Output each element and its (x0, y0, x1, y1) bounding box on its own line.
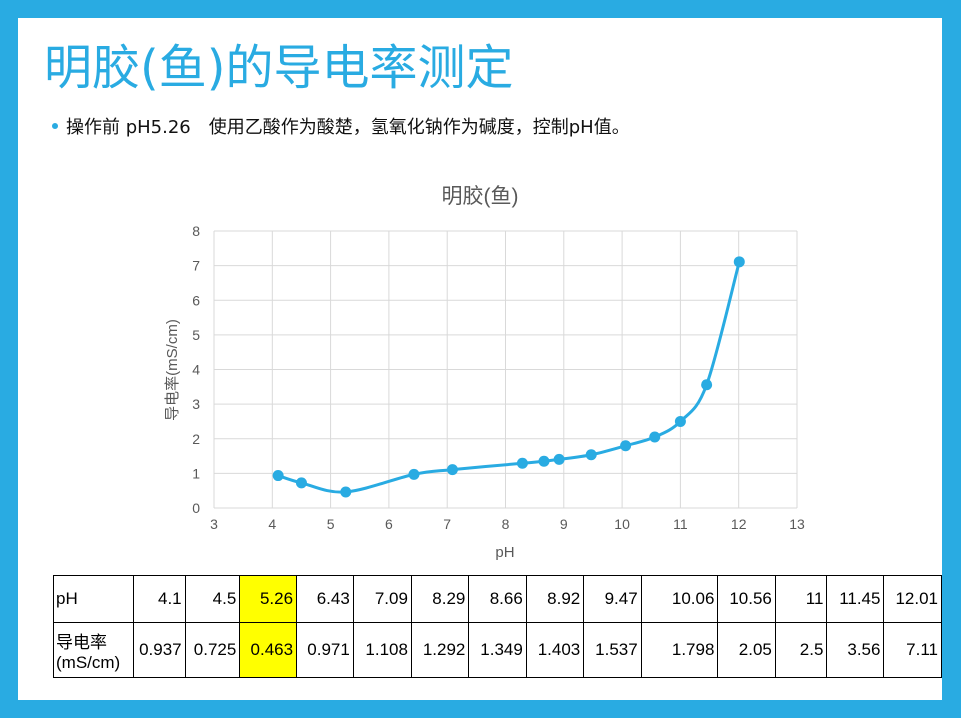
table-cell-conductivity: 1.292 (410, 622, 470, 678)
x-tick-label: 3 (210, 516, 218, 532)
table-cell-ph: 11.45 (826, 575, 885, 623)
data-point (446, 464, 458, 476)
x-axis-label: pH (495, 544, 514, 561)
table-cell-conductivity: 1.403 (525, 622, 585, 678)
table-cell-conductivity: 1.798 (640, 622, 719, 678)
data-point (553, 453, 565, 465)
table-cell-conductivity: 7.11 (883, 622, 942, 678)
data-table: pH 4.1 4.5 5.26 6.43 7.09 8.29 8.66 8.92 9.47 10.… (53, 575, 942, 678)
data-point (733, 256, 745, 268)
bullet-dot-icon (52, 123, 58, 129)
y-tick-label: 8 (192, 223, 200, 239)
x-tick-label: 9 (560, 516, 568, 532)
table-cell-ph: 5.26 (239, 575, 298, 623)
data-point (516, 457, 528, 469)
table-cell-ph: 9.47 (583, 575, 642, 623)
y-tick-label: 0 (192, 500, 200, 516)
x-tick-label: 8 (502, 516, 510, 532)
data-point (408, 468, 420, 480)
table-header-ph: pH (53, 575, 134, 623)
x-tick-label: 10 (614, 516, 630, 532)
x-tick-label: 12 (731, 516, 747, 532)
table-cell-ph: 4.1 (132, 575, 186, 623)
data-point (701, 379, 713, 391)
table-cell-conductivity: 1.537 (583, 622, 642, 678)
table-cell-ph: 8.92 (525, 575, 585, 623)
table-header-conductivity-line1: 导电率 (56, 632, 107, 652)
table-cell-conductivity: 2.05 (717, 622, 776, 678)
x-tick-label: 7 (443, 516, 451, 532)
table-cell-ph: 12.01 (883, 575, 942, 623)
bullet-text-line: 操作前 pH5.26 使用乙酸作为酸楚，氢氧化钠作为碱度，控制pH值。 (52, 116, 630, 140)
table-row-ph: pH 4.1 4.5 5.26 6.43 7.09 8.29 8.66 8.92 9.47 10.… (53, 575, 942, 623)
table-cell-conductivity: 0.971 (296, 622, 354, 678)
y-tick-label: 1 (192, 465, 200, 481)
data-point (649, 431, 661, 443)
table-cell-ph: 4.5 (184, 575, 241, 623)
data-point (585, 449, 597, 461)
table-cell-conductivity: 0.463 (239, 622, 298, 678)
table-cell-conductivity: 0.937 (132, 622, 186, 678)
y-axis-label: 导电率(mS/cm) (164, 319, 181, 421)
data-point (674, 415, 686, 427)
data-point (295, 477, 307, 489)
x-tick-label: 11 (673, 516, 688, 532)
x-tick-label: 13 (789, 516, 805, 532)
x-tick-label: 6 (385, 516, 393, 532)
table-cell-ph: 6.43 (296, 575, 354, 623)
table-header-conductivity-line2: (mS/cm) (56, 652, 121, 672)
table-cell-conductivity: 1.349 (468, 622, 527, 678)
y-tick-label: 2 (192, 431, 200, 447)
table-cell-ph: 7.09 (352, 575, 412, 623)
data-point (340, 486, 352, 498)
table-cell-conductivity: 1.108 (352, 622, 412, 678)
table-cell-ph: 11 (774, 575, 828, 623)
y-tick-label: 4 (192, 362, 200, 378)
series-line (277, 261, 741, 494)
table-cell-conductivity: 3.56 (826, 622, 885, 678)
table-cell-ph: 8.29 (410, 575, 470, 623)
slide-title: 明胶(鱼)的导电率测定 (44, 40, 514, 96)
table-row-conductivity: 导电率 (mS/cm) 0.937 0.725 0.463 0.971 1.108 1.29… (53, 622, 942, 678)
bullet-text: 操作前 pH5.26 使用乙酸作为酸楚，氢氧化钠作为碱度，控制pH值。 (66, 117, 630, 138)
y-tick-label: 6 (192, 292, 200, 308)
x-tick-label: 4 (268, 516, 276, 532)
x-tick-label: 5 (327, 516, 335, 532)
table-cell-ph: 8.66 (468, 575, 527, 623)
table-cell-ph: 10.56 (717, 575, 776, 623)
table-header-conductivity: 导电率 (mS/cm) (53, 622, 134, 678)
chart-container: 0 1 2 3 4 5 6 7 8 3 4 5 6 7 8 9 10 11 12 13 明胶(鱼) pH 导电率(mS… (18, 18, 942, 578)
table-cell-ph: 10.06 (640, 575, 719, 623)
chart-title: 明胶(鱼) (442, 185, 519, 208)
table-cell-conductivity: 2.5 (774, 622, 828, 678)
data-point (272, 470, 284, 482)
table-cell-conductivity: 0.725 (184, 622, 241, 678)
slide: 明胶(鱼)的导电率测定 操作前 pH5.26 使用乙酸作为酸楚，氢氧化钠作为碱度… (18, 18, 942, 700)
data-point (620, 440, 632, 452)
data-point (538, 455, 550, 467)
y-tick-label: 3 (192, 396, 200, 412)
series-points (272, 256, 745, 498)
chart-grid (213, 230, 798, 509)
y-tick-label: 7 (192, 258, 200, 274)
y-tick-label: 5 (192, 327, 200, 343)
